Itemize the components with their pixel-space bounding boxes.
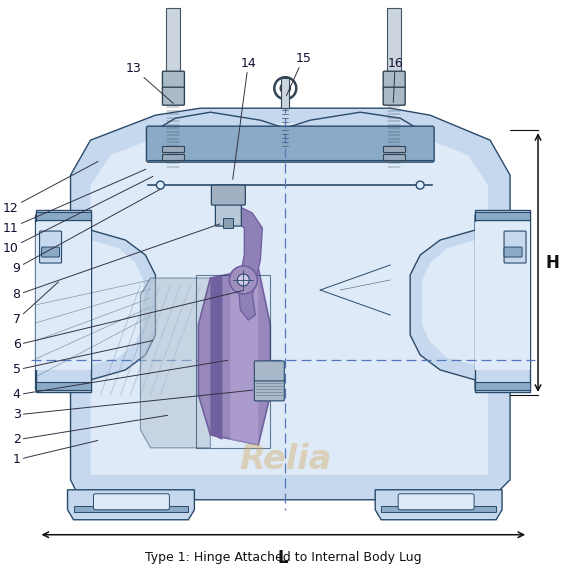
Circle shape: [416, 181, 424, 189]
Polygon shape: [210, 275, 223, 440]
Text: 10: 10: [3, 177, 153, 255]
FancyBboxPatch shape: [398, 494, 474, 510]
Polygon shape: [198, 268, 270, 445]
Text: 4: 4: [12, 361, 228, 401]
Bar: [475, 210, 530, 392]
Polygon shape: [375, 490, 502, 520]
FancyBboxPatch shape: [211, 185, 245, 205]
FancyBboxPatch shape: [254, 379, 284, 401]
Bar: [387, 8, 401, 90]
Polygon shape: [68, 490, 194, 520]
Bar: [162, 154, 184, 160]
FancyBboxPatch shape: [40, 231, 62, 263]
Bar: [36, 222, 90, 370]
Text: 2: 2: [12, 415, 168, 446]
FancyBboxPatch shape: [162, 71, 184, 89]
Bar: [167, 8, 180, 90]
Text: 6: 6: [12, 290, 242, 351]
Text: 9: 9: [12, 189, 160, 274]
Circle shape: [157, 181, 164, 189]
Bar: [383, 146, 405, 152]
Polygon shape: [218, 207, 262, 320]
FancyBboxPatch shape: [93, 494, 170, 510]
Bar: [73, 506, 188, 512]
Bar: [475, 212, 530, 220]
Bar: [381, 506, 496, 512]
Bar: [223, 218, 233, 228]
Text: 14: 14: [233, 57, 256, 179]
Polygon shape: [90, 123, 488, 475]
Text: 3: 3: [12, 390, 253, 421]
Circle shape: [237, 274, 249, 286]
FancyBboxPatch shape: [162, 87, 184, 105]
Bar: [475, 222, 530, 370]
FancyBboxPatch shape: [504, 247, 522, 257]
Bar: [281, 78, 289, 108]
Bar: [383, 154, 405, 160]
Polygon shape: [155, 112, 420, 155]
Text: 7: 7: [12, 282, 59, 327]
Bar: [162, 146, 184, 152]
Bar: [36, 212, 90, 220]
Text: 12: 12: [3, 162, 98, 214]
FancyBboxPatch shape: [42, 247, 59, 257]
Polygon shape: [36, 235, 144, 370]
Text: 13: 13: [125, 62, 173, 104]
FancyBboxPatch shape: [254, 361, 284, 381]
Bar: [36, 382, 90, 390]
Bar: [36, 210, 90, 392]
Circle shape: [229, 266, 257, 294]
Polygon shape: [422, 235, 530, 370]
Text: 11: 11: [3, 169, 146, 235]
Text: 8: 8: [12, 224, 220, 301]
FancyBboxPatch shape: [504, 231, 526, 263]
Text: 5: 5: [12, 340, 153, 377]
Text: 16: 16: [387, 57, 403, 102]
Polygon shape: [71, 108, 510, 500]
FancyBboxPatch shape: [383, 87, 405, 105]
Polygon shape: [36, 215, 155, 390]
Polygon shape: [141, 278, 210, 448]
Text: Type 1: Hinge Attached to Internal Body Lug: Type 1: Hinge Attached to Internal Body …: [145, 551, 421, 564]
Text: L: L: [278, 549, 289, 567]
Bar: [475, 382, 530, 390]
FancyBboxPatch shape: [383, 71, 405, 89]
Polygon shape: [410, 215, 530, 390]
Polygon shape: [231, 268, 258, 445]
Text: Relia: Relia: [239, 443, 332, 476]
FancyBboxPatch shape: [215, 186, 241, 226]
FancyBboxPatch shape: [146, 126, 434, 162]
Text: H: H: [545, 254, 559, 271]
Text: 1: 1: [12, 440, 98, 466]
Text: 15: 15: [286, 52, 311, 95]
